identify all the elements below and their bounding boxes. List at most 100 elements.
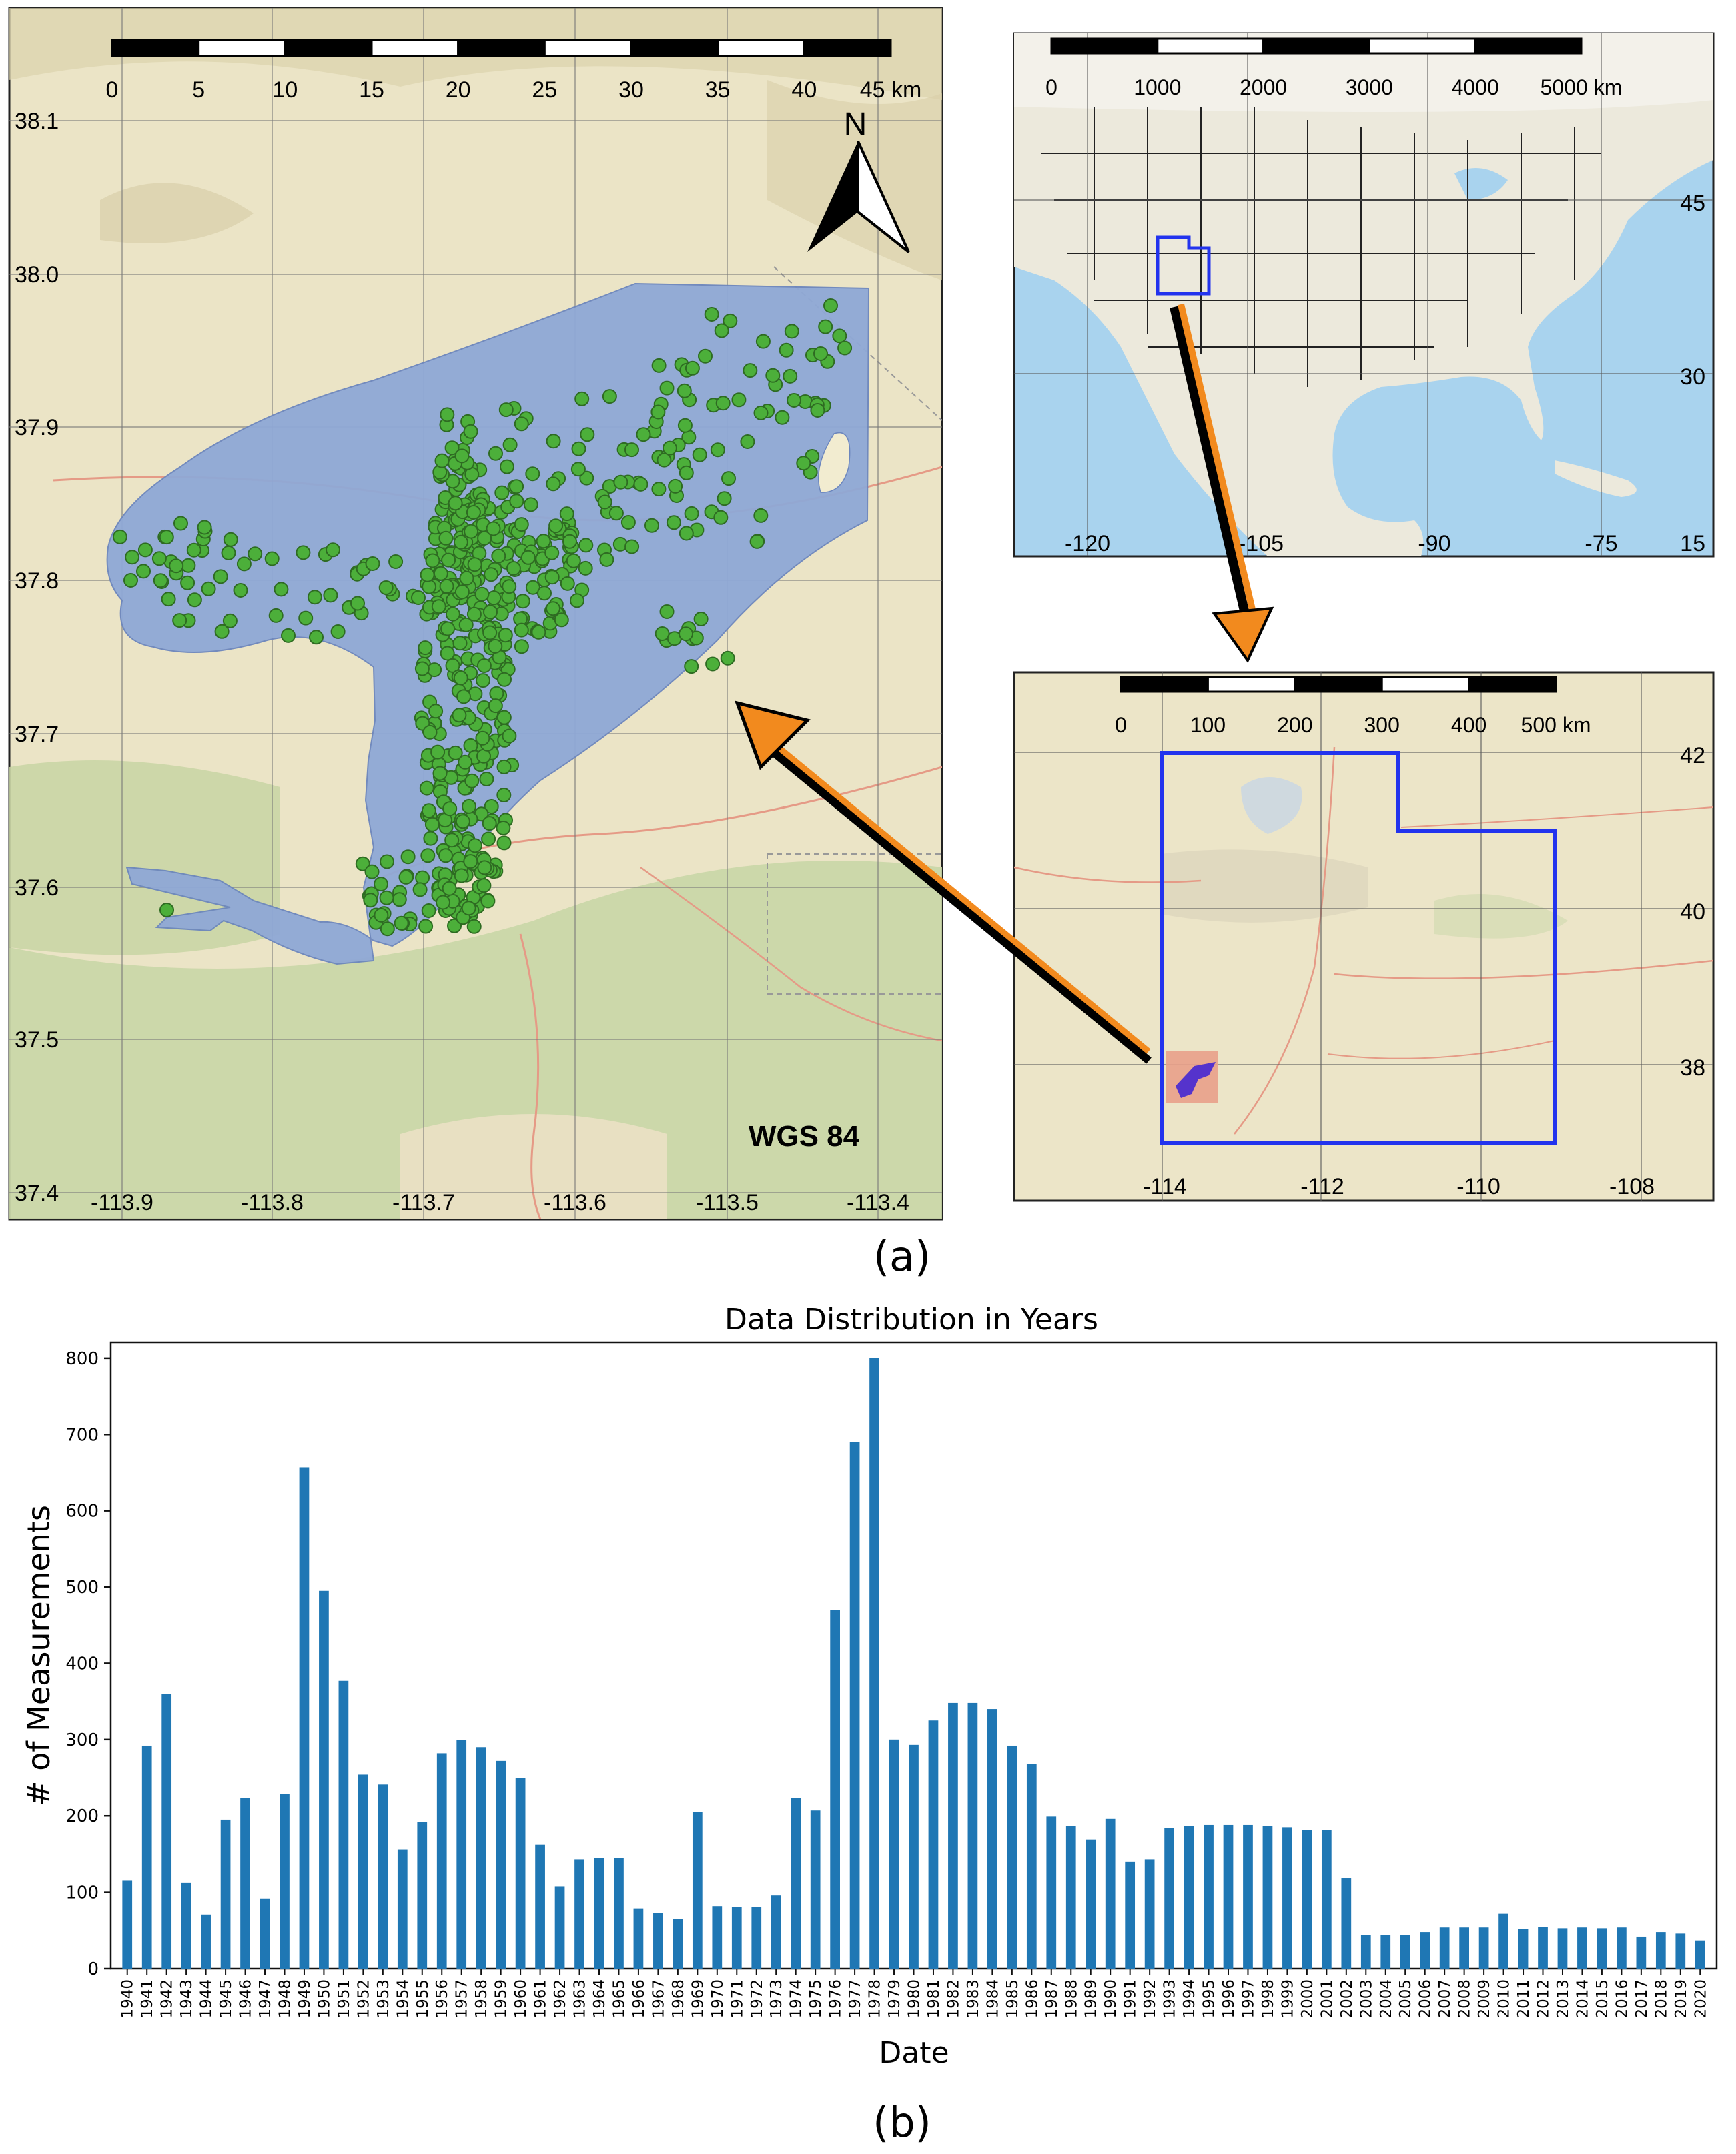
coordinate-label: 37.7 [15, 722, 59, 747]
measurement-point [714, 323, 729, 338]
bar [1321, 1830, 1332, 1969]
measurement-point [579, 470, 594, 486]
measurement-point [544, 545, 560, 560]
measurement-point [651, 482, 667, 497]
measurement-point [536, 534, 551, 549]
measurement-point [364, 864, 380, 879]
bar [1360, 1935, 1371, 1969]
measurement-point [721, 471, 736, 486]
measurement-point [613, 474, 628, 490]
x-tick-label: 2013 [1555, 1979, 1572, 2019]
scale-tick-label: 500 km [1521, 713, 1591, 737]
measurement-point [466, 606, 482, 622]
measurement-point [684, 506, 699, 521]
scale-tick-label: 200 [1277, 713, 1312, 737]
us-longitude-labels: -120 -105 -90 -75 [1065, 531, 1618, 556]
bar [1282, 1827, 1292, 1969]
scale-segment [111, 39, 200, 57]
bar [1105, 1818, 1116, 1969]
measurement-point [514, 639, 529, 654]
measurement-point [525, 466, 540, 482]
us-scale-bar: 0 1000 2000 3000 4000 5000 km [1045, 37, 1622, 99]
measurement-point [181, 558, 196, 573]
measurement-point [477, 530, 492, 546]
measurement-point [445, 606, 460, 622]
measurement-point [599, 552, 614, 567]
measurement-point [307, 590, 322, 605]
measurement-point [452, 708, 467, 723]
x-tick-label: 1988 [1063, 1979, 1080, 2019]
bar [1420, 1932, 1430, 1969]
measurement-point [186, 542, 201, 558]
x-tick-label: 1986 [1023, 1979, 1041, 2019]
us-map-gridlines [1014, 33, 1713, 556]
bar [436, 1753, 447, 1969]
measurement-point [520, 550, 536, 565]
scale-tick-label: 400 [1451, 713, 1486, 737]
measurement-point [476, 878, 492, 893]
measurement-point [466, 919, 482, 934]
bar [731, 1907, 742, 1969]
x-tick-label: 1954 [394, 1979, 412, 2019]
bar [1675, 1933, 1686, 1969]
measurement-point [296, 545, 311, 560]
x-tick-label: 1985 [1004, 1979, 1021, 2019]
measurement-point [123, 573, 138, 588]
measurement-point [624, 539, 640, 554]
measurement-point [264, 551, 280, 566]
measurement-point [476, 658, 492, 673]
measurement-point [482, 816, 497, 831]
scale-segment [1120, 676, 1209, 693]
measurement-point [813, 346, 828, 361]
coordinate-label: 38.1 [15, 109, 59, 134]
x-tick-label: 1941 [139, 1979, 156, 2019]
bar [889, 1739, 899, 1969]
bar [515, 1778, 526, 1969]
measurement-point [818, 319, 833, 334]
measurement-point [467, 557, 482, 572]
x-tick-label: 2003 [1358, 1979, 1375, 2019]
bar [1223, 1824, 1234, 1969]
bar [909, 1744, 919, 1969]
x-tick-label: 1993 [1162, 1979, 1179, 2019]
coordinate-label: -114 [1143, 1174, 1187, 1199]
measurement-point [477, 860, 492, 875]
measurement-point [420, 567, 435, 582]
measurement-point [461, 901, 476, 916]
caption-b: (b) [873, 2098, 931, 2147]
x-tick-label: 1949 [296, 1979, 314, 2019]
measurement-point [374, 907, 389, 923]
scale-tick-label: 30 [618, 77, 644, 103]
utah-highlight [1156, 235, 1211, 296]
measurement-point [796, 456, 811, 471]
measurement-point [753, 508, 769, 523]
scale-segment [543, 39, 632, 57]
measurement-point [515, 594, 530, 609]
x-tick-label: 1966 [630, 1979, 648, 2019]
bar [692, 1812, 703, 1969]
measurement-point [425, 553, 440, 568]
measurement-point [445, 474, 460, 489]
main-scale-bar: 0 5 10 15 20 25 30 35 40 45 km [106, 39, 921, 103]
y-tick-label: 400 [65, 1654, 99, 1674]
caption-a: (a) [873, 1232, 931, 1281]
x-tick-label: 1955 [414, 1979, 432, 2019]
x-tick-label: 1956 [434, 1979, 451, 2019]
scale-tick-label: 40 [791, 77, 817, 103]
measurement-point [488, 446, 503, 461]
x-tick-label: 1948 [276, 1979, 294, 2019]
bar [928, 1720, 939, 1969]
x-tick-label: 1946 [238, 1979, 255, 2019]
measurement-point [201, 581, 216, 596]
bar [1459, 1927, 1469, 1969]
measurement-point [717, 491, 732, 506]
measurement-point [159, 903, 174, 917]
bar [1400, 1935, 1410, 1969]
measurement-point [459, 570, 474, 586]
measurement-point [350, 596, 365, 611]
measurement-point [380, 921, 395, 937]
measurement-point [436, 895, 450, 910]
x-tick-label: 1995 [1201, 1979, 1218, 2019]
bar [161, 1694, 172, 1969]
x-tick-label: 1959 [493, 1979, 510, 2019]
